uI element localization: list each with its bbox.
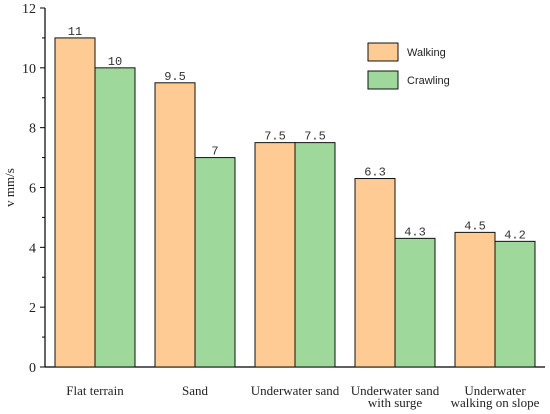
category-label: Flat terrain: [66, 383, 124, 398]
data-label: 7: [211, 145, 218, 159]
category-label: Underwater sand: [351, 383, 440, 398]
category-label: with surge: [368, 395, 423, 410]
y-tick-label: 0: [29, 361, 36, 376]
data-label: 10: [108, 55, 122, 69]
bar-crawling: [194, 157, 236, 368]
y-tick-label: 8: [29, 122, 36, 137]
bar-crawling: [94, 67, 136, 368]
legend-swatch-crawling: [367, 70, 399, 90]
data-label: 9.5: [164, 70, 186, 84]
bar-crawling: [294, 142, 336, 368]
bar-crawling: [494, 240, 536, 368]
legend: Walking Crawling: [367, 42, 450, 90]
legend-label: Crawling: [407, 75, 450, 87]
bar-walking: [154, 82, 196, 368]
category-label: walking on slope: [451, 395, 540, 410]
data-label: 7.5: [304, 130, 326, 144]
data-label: 4.5: [464, 219, 486, 233]
y-tick-label: 4: [29, 241, 36, 256]
bar-walking: [454, 231, 496, 368]
y-tick-label: 12: [22, 2, 36, 17]
bar-walking: [54, 37, 96, 368]
data-label: 4.2: [504, 228, 526, 242]
y-tick-label: 2: [29, 301, 36, 316]
data-labels: 11 9.5 7.5 6.3 4.5 10 7 7.5 4.3 4.2: [68, 25, 526, 242]
category-label: Sand: [182, 383, 209, 398]
data-label: 7.5: [264, 130, 286, 144]
legend-swatch-walking: [367, 42, 399, 62]
bar-walking: [254, 142, 296, 368]
data-label: 11: [68, 25, 82, 39]
bar-walking: [354, 178, 396, 368]
y-tick-label: 6: [29, 182, 36, 197]
bar-crawling: [394, 237, 436, 368]
data-label: 6.3: [364, 166, 386, 180]
y-axis-title: v mm/s: [2, 168, 17, 207]
y-tick-label: 10: [22, 62, 36, 77]
bars: [54, 37, 536, 368]
category-label: Underwater sand: [251, 383, 340, 398]
legend-label: Walking: [407, 47, 446, 59]
category-label: Underwater: [464, 383, 526, 398]
data-label: 4.3: [404, 225, 426, 239]
axes: 0 2 4 6 8 10 12 v mm/s Flat terrain Sand Underwate…: [2, 2, 545, 410]
